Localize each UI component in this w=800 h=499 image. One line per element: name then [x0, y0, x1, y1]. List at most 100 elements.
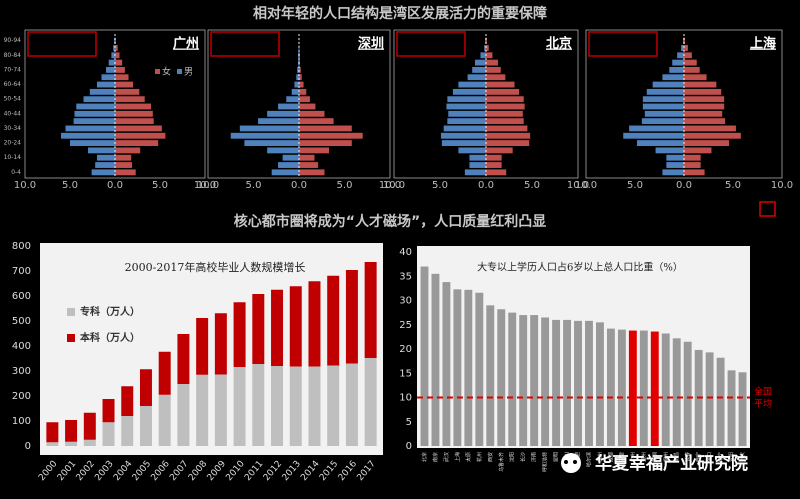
- bar: [629, 125, 684, 132]
- bar: [464, 289, 473, 446]
- bar: [666, 162, 684, 168]
- bar: [716, 357, 725, 446]
- x-tick-label: 太原: [465, 452, 472, 462]
- bar: [472, 66, 486, 73]
- bar: [74, 110, 115, 117]
- bar: [646, 88, 684, 95]
- bar: [662, 74, 684, 81]
- bar: [65, 125, 115, 132]
- y-tick-label: 300: [12, 366, 31, 377]
- x-tick-label: 5.0: [524, 180, 540, 191]
- bar-segment: [46, 442, 59, 446]
- bar: [677, 52, 684, 59]
- bar: [684, 88, 722, 95]
- bar: [441, 140, 486, 147]
- x-tick-label: 南昌: [673, 452, 680, 462]
- bar-segment: [65, 441, 78, 446]
- x-tick-label: 西宁: [695, 452, 702, 462]
- bar-segment: [252, 294, 265, 364]
- bar: [486, 147, 513, 154]
- bar: [115, 81, 133, 88]
- bar: [95, 162, 115, 168]
- legend-label: 专科（万人）: [80, 305, 140, 318]
- x-tick-label: 呼和浩特: [542, 452, 549, 472]
- bar: [467, 74, 486, 81]
- bar: [639, 330, 648, 446]
- bar: [106, 66, 115, 73]
- x-tick-label: 10.0: [194, 180, 216, 191]
- x-tick-label: 5.0: [627, 180, 643, 191]
- red-box: [210, 31, 280, 57]
- bar: [486, 52, 493, 59]
- bar: [271, 169, 299, 176]
- bar: [486, 45, 489, 51]
- x-tick-label: 0.0: [107, 180, 123, 191]
- bar: [485, 37, 486, 44]
- bar-segment: [271, 289, 284, 366]
- y-tick-label: 60-64: [4, 81, 22, 88]
- bar: [486, 96, 524, 103]
- x-tick-label: 福州: [662, 452, 669, 462]
- bar: [299, 110, 325, 117]
- bar: [683, 341, 692, 446]
- bar: [684, 140, 730, 147]
- bar: [552, 319, 561, 446]
- bar-segment: [102, 399, 115, 423]
- bar-segment: [271, 366, 284, 446]
- bar: [662, 169, 684, 176]
- bar: [282, 154, 299, 161]
- bar: [115, 118, 154, 125]
- bar: [115, 52, 120, 59]
- bar: [299, 96, 310, 103]
- x-tick-label: 北京: [421, 452, 428, 462]
- x-tick-label: 5.0: [432, 180, 448, 191]
- bar: [299, 103, 316, 110]
- bar-segment: [327, 365, 340, 446]
- bar: [486, 305, 495, 446]
- bar: [230, 132, 299, 139]
- reference-label-line: 平均: [754, 397, 772, 409]
- bar: [114, 37, 115, 44]
- bar: [684, 162, 701, 168]
- bar: [484, 45, 486, 51]
- bar-segment: [121, 416, 134, 446]
- bar-segment: [177, 384, 190, 446]
- bar: [486, 88, 520, 95]
- bar: [684, 147, 712, 154]
- bar: [628, 330, 637, 446]
- bar: [642, 103, 684, 110]
- bar: [97, 81, 115, 88]
- bar: [684, 96, 725, 103]
- bar: [297, 66, 299, 73]
- bar: [596, 322, 604, 446]
- x-tick-label: 10.0: [383, 180, 405, 191]
- bar: [97, 154, 115, 161]
- bar: [299, 154, 315, 161]
- red-box: [759, 201, 776, 217]
- bar: [299, 118, 334, 125]
- bar: [258, 118, 299, 125]
- bar: [661, 333, 670, 446]
- bar: [684, 52, 692, 59]
- bar: [727, 370, 736, 446]
- bar: [519, 315, 528, 446]
- bar: [299, 169, 325, 176]
- bar: [655, 147, 684, 154]
- chart-title: 大专以上学历人口占6岁以上总人口比重（%）: [477, 261, 683, 274]
- bar: [666, 154, 684, 161]
- bar: [299, 125, 352, 132]
- bar-segment: [158, 394, 171, 446]
- y-tick-label: 30: [399, 296, 412, 307]
- legend-label: 男: [184, 67, 193, 78]
- bar-segment: [177, 334, 190, 384]
- bar: [113, 45, 115, 51]
- bar: [442, 282, 451, 446]
- bar: [684, 45, 688, 51]
- x-tick-label: 郑州: [640, 452, 647, 462]
- x-tick-label: 西安: [487, 452, 494, 462]
- bar: [115, 110, 153, 117]
- bar-segment: [196, 374, 209, 446]
- bar: [443, 125, 486, 132]
- bar: [115, 125, 162, 132]
- bar: [486, 154, 502, 161]
